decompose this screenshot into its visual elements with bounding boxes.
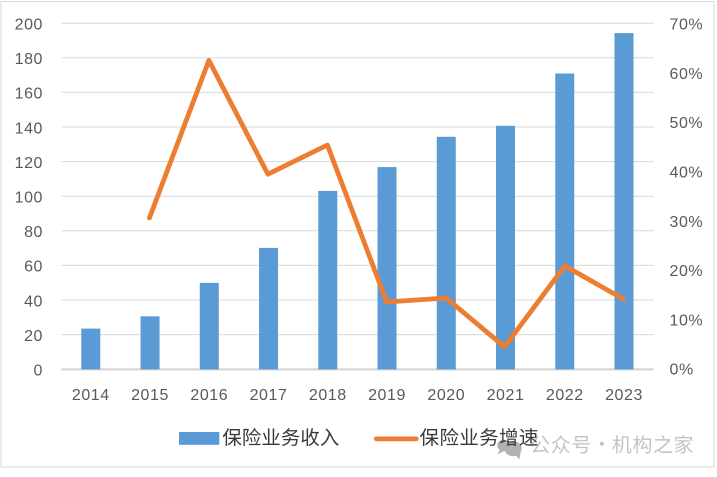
svg-text:2016: 2016 bbox=[190, 387, 228, 404]
svg-text:2015: 2015 bbox=[131, 387, 169, 404]
svg-text:0%: 0% bbox=[670, 362, 694, 379]
svg-text:2023: 2023 bbox=[605, 387, 643, 404]
svg-text:80: 80 bbox=[24, 224, 43, 241]
svg-text:100: 100 bbox=[15, 190, 43, 207]
svg-text:2022: 2022 bbox=[546, 387, 584, 404]
svg-text:60: 60 bbox=[24, 259, 43, 276]
svg-text:10%: 10% bbox=[670, 312, 704, 329]
svg-text:60%: 60% bbox=[670, 66, 704, 83]
svg-text:140: 140 bbox=[15, 120, 43, 137]
svg-text:180: 180 bbox=[15, 51, 43, 68]
svg-text:2021: 2021 bbox=[487, 387, 525, 404]
svg-text:70%: 70% bbox=[670, 17, 704, 34]
svg-text:2020: 2020 bbox=[427, 387, 465, 404]
svg-text:0: 0 bbox=[34, 363, 43, 380]
svg-text:20: 20 bbox=[24, 328, 43, 345]
svg-text:2017: 2017 bbox=[250, 387, 288, 404]
svg-text:30%: 30% bbox=[670, 214, 704, 231]
svg-text:50%: 50% bbox=[670, 115, 704, 132]
svg-text:20%: 20% bbox=[670, 263, 704, 280]
svg-text:200: 200 bbox=[15, 17, 43, 34]
svg-text:2019: 2019 bbox=[368, 387, 406, 404]
svg-text:2018: 2018 bbox=[309, 387, 347, 404]
svg-text:120: 120 bbox=[15, 155, 43, 172]
svg-text:40: 40 bbox=[24, 293, 43, 310]
svg-text:160: 160 bbox=[15, 86, 43, 103]
svg-text:2014: 2014 bbox=[72, 387, 110, 404]
svg-text:40%: 40% bbox=[670, 164, 704, 181]
